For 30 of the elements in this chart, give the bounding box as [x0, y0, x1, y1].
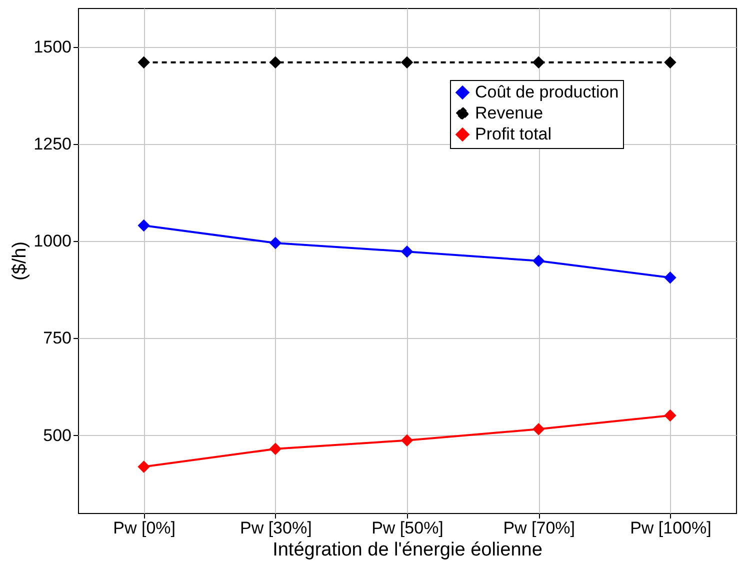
x-axis-title: Intégration de l'énergie éolienne — [272, 540, 542, 560]
point — [400, 56, 414, 69]
point — [138, 219, 150, 232]
y-tick-label: 750 — [43, 328, 72, 348]
point — [532, 56, 545, 69]
y-axis-title: ($/h) — [10, 241, 31, 281]
x-tick-label: Pw [0%] — [113, 518, 176, 538]
point — [138, 460, 150, 473]
point — [664, 409, 676, 422]
y-tick-label: 500 — [43, 426, 72, 445]
legend-label: Profit total — [475, 124, 552, 144]
point — [138, 56, 150, 69]
y-tick-label: 1000 — [34, 232, 72, 251]
point — [269, 236, 282, 250]
point — [664, 56, 676, 69]
point — [532, 254, 545, 268]
point — [532, 422, 545, 436]
x-tick-label: Pw [100%] — [630, 518, 712, 538]
y-tick-label: 1250 — [34, 134, 72, 154]
point — [269, 56, 282, 69]
point — [400, 245, 414, 258]
y-tick-label: 1500 — [34, 37, 72, 56]
x-tick-label: Pw [50%] — [372, 518, 444, 538]
legend-label: Revenue — [475, 104, 544, 122]
x-tick-label: Pw [30%] — [240, 518, 312, 538]
x-tick-label: Pw [70%] — [503, 518, 576, 538]
point — [400, 434, 414, 446]
point — [664, 271, 676, 284]
point — [269, 442, 282, 456]
legend-label: Coût de production — [475, 82, 619, 102]
